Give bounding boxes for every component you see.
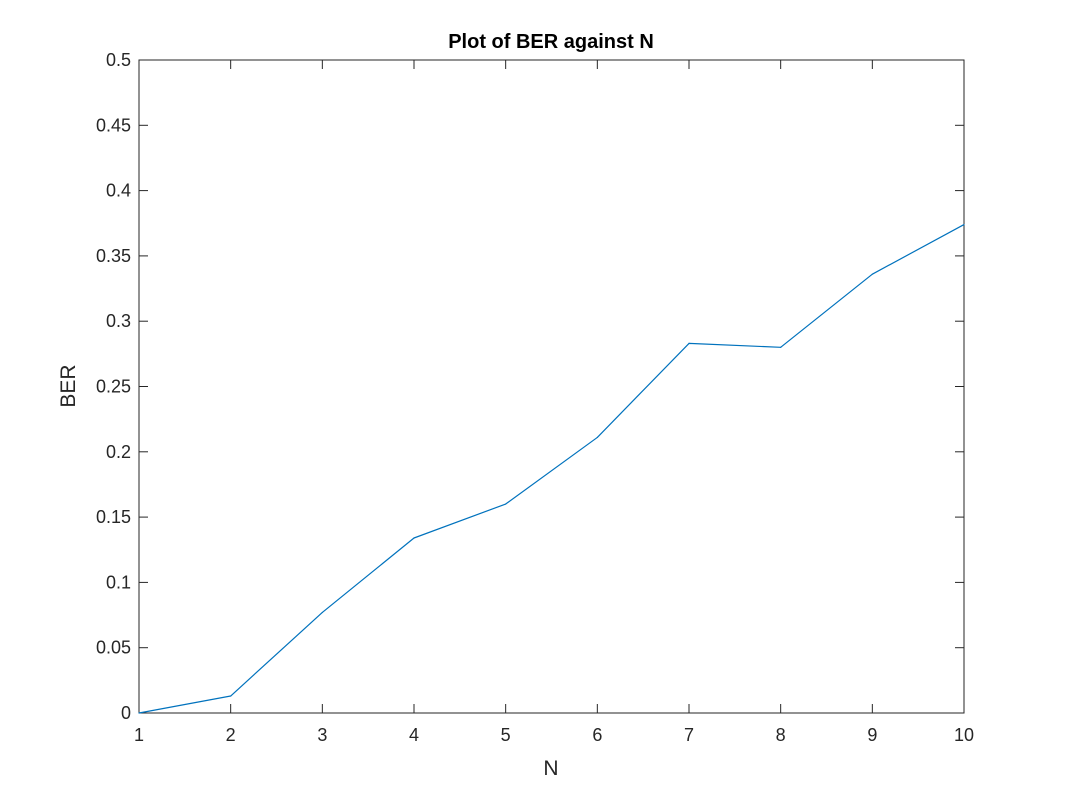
chart-title: Plot of BER against N	[448, 31, 654, 53]
data-point	[688, 342, 690, 345]
y-tick-label: 0.4	[106, 181, 131, 201]
y-axis-label: BER	[57, 364, 80, 407]
x-tick-label: 6	[592, 725, 602, 745]
y-tick-label: 0.15	[96, 507, 131, 527]
data-point	[596, 436, 598, 439]
x-tick-label: 2	[226, 725, 236, 745]
y-tick-label: 0.2	[106, 442, 131, 462]
x-tick-label: 4	[409, 725, 419, 745]
data-point	[413, 537, 415, 539]
y-tick-label: 0.1	[106, 572, 131, 592]
x-tick-label: 9	[867, 725, 877, 745]
axes-box	[138, 59, 965, 714]
x-axis-label: N	[543, 757, 558, 780]
data-point	[963, 223, 965, 226]
y-tick-label: 0.5	[106, 50, 131, 70]
plot-area: 1 2 3 4 5 6 7 8 9 10 0 0.05 0.1 0.15 0.2 0.25 0.3 0.35 0.4…	[96, 50, 974, 745]
y-tick-label: 0.05	[96, 638, 131, 658]
x-tick-label: 5	[501, 725, 511, 745]
data-point	[230, 695, 232, 697]
x-tick-label: 3	[317, 725, 327, 745]
data-point	[505, 503, 507, 505]
data-point	[780, 346, 782, 348]
y-tick-label: 0.45	[96, 115, 131, 135]
y-tick-label: 0.35	[96, 246, 131, 266]
series-line-0	[138, 224, 965, 714]
data-point	[871, 273, 873, 275]
y-tick-label: 0.3	[106, 311, 131, 331]
x-tick-label: 1	[134, 725, 144, 745]
data-point	[138, 712, 140, 714]
data-point	[321, 611, 323, 614]
x-tick-label: 7	[684, 725, 694, 745]
x-tick-label: 8	[776, 725, 786, 745]
y-tick-label: 0	[121, 703, 131, 723]
y-tick-label: 0.25	[96, 377, 131, 397]
x-tick-label: 10	[954, 725, 974, 745]
